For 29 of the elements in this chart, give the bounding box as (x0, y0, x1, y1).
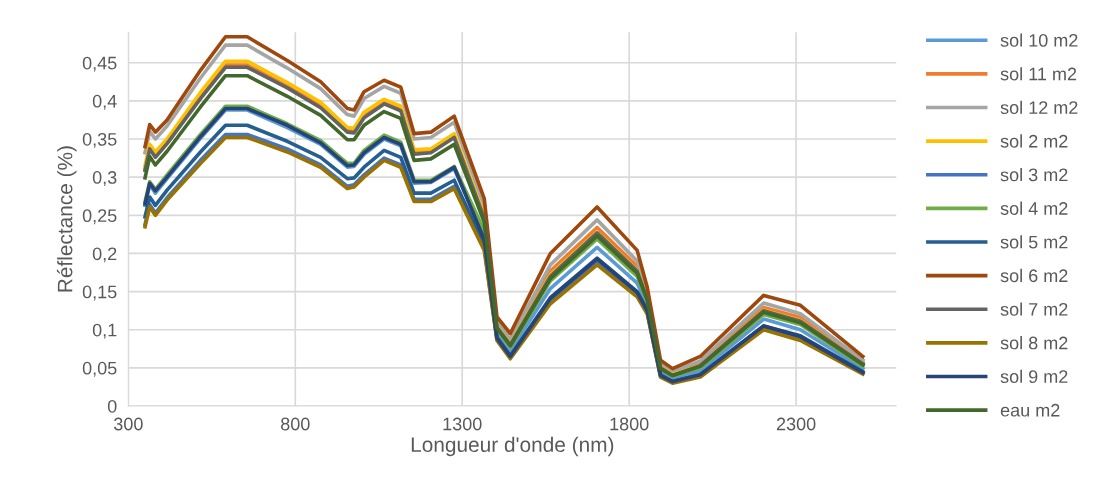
legend-label: sol 2 m2 (1000, 134, 1068, 148)
x-tick-label: 2300 (776, 417, 816, 431)
legend-label: eau m2 (1000, 403, 1060, 417)
legend-label: sol 10 m2 (1000, 33, 1078, 47)
y-tick-label: 0,1 (92, 323, 117, 339)
y-tick-label: 0,15 (82, 285, 117, 301)
legend-label: sol 12 m2 (1000, 100, 1078, 115)
y-axis-title: Réflectance (%) (56, 146, 77, 292)
legend-label: sol 11 m2 (1000, 67, 1077, 81)
legend-label: sol 8 m2 (1000, 336, 1068, 350)
y-tick-label: 0,35 (82, 132, 117, 148)
legend-label: sol 6 m2 (1000, 268, 1068, 283)
legend-label: sol 3 m2 (1000, 168, 1068, 182)
legend-label: sol 4 m2 (1000, 201, 1068, 215)
x-tick-label: 300 (113, 417, 143, 431)
y-tick-label: 0,05 (82, 361, 117, 377)
y-tick-label: 0 (107, 399, 117, 413)
y-tick-label: 0,2 (92, 247, 117, 263)
x-axis-title: Longueur d'onde (nm) (411, 436, 614, 457)
y-tick-label: 0,45 (82, 56, 117, 72)
x-tick-label: 1300 (443, 417, 482, 431)
legend-label: sol 7 m2 (1000, 302, 1068, 316)
legend-label: sol 9 m2 (1000, 369, 1068, 383)
y-tick-label: 0,4 (92, 94, 117, 110)
y-tick-label: 0,3 (92, 171, 117, 187)
legend-label: sol 5 m2 (1000, 235, 1068, 249)
x-tick-label: 800 (281, 417, 310, 431)
y-tick-label: 0,25 (82, 209, 117, 225)
x-tick-label: 1800 (610, 417, 649, 431)
